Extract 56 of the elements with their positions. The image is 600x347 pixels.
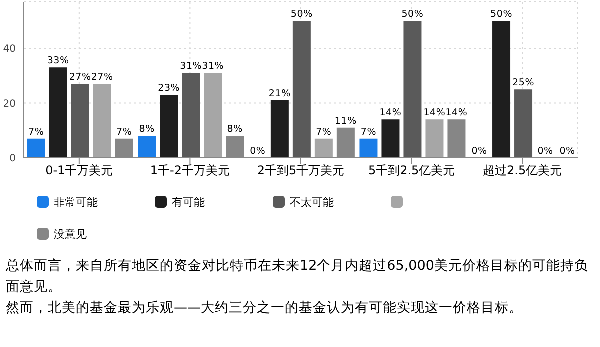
data-label: 8% xyxy=(227,124,243,136)
data-label: 0% xyxy=(538,146,554,157)
data-label: 31% xyxy=(202,61,224,72)
bar xyxy=(182,73,200,158)
legend-label: 非常可能 xyxy=(54,194,98,210)
data-label: 33% xyxy=(47,56,70,67)
data-label: 27% xyxy=(69,72,92,84)
data-label: 0% xyxy=(472,146,488,157)
y-tick-label: 20 xyxy=(3,98,16,110)
bar xyxy=(204,73,222,158)
bar xyxy=(49,68,68,158)
x-tick-label: 2千到5千万美元 xyxy=(257,164,345,178)
legend-label: 没意见 xyxy=(54,226,87,242)
data-label: 7% xyxy=(316,126,332,138)
bar xyxy=(404,21,422,158)
data-label: 0% xyxy=(250,146,266,157)
y-tick-label: 0 xyxy=(10,154,16,165)
data-label: 14% xyxy=(380,108,402,119)
data-label: 50% xyxy=(490,9,513,20)
data-label: 27% xyxy=(91,72,114,84)
data-label: 8% xyxy=(139,124,155,136)
bar xyxy=(382,120,400,158)
legend-label: 不太可能 xyxy=(290,194,334,210)
y-tick-label: 40 xyxy=(3,44,16,56)
bar xyxy=(426,120,444,158)
x-tick-label: 1千-2千万美元 xyxy=(150,164,230,178)
bar xyxy=(27,138,46,158)
bar xyxy=(514,90,533,158)
data-label: 50% xyxy=(402,9,424,20)
bar xyxy=(93,84,112,158)
x-tick-label: 超过2.5亿美元 xyxy=(483,164,562,178)
bar xyxy=(492,21,511,158)
x-tick-label: 0-1千万美元 xyxy=(46,164,114,178)
bar xyxy=(160,95,178,158)
data-label: 7% xyxy=(116,126,132,138)
bar xyxy=(71,84,90,158)
data-label: 14% xyxy=(424,108,446,119)
data-label: 23% xyxy=(158,83,180,94)
data-label: 7% xyxy=(360,126,377,138)
bar xyxy=(360,138,378,158)
legend-label: 有可能 xyxy=(172,194,205,210)
data-label: 11% xyxy=(334,116,357,127)
data-label: 0% xyxy=(560,146,576,157)
data-label: 25% xyxy=(512,78,535,89)
text: 然而，北美的基金最为乐观——大约三分之一的基金认为有可能实现这一价格目标。 xyxy=(6,299,524,318)
bar xyxy=(138,136,156,158)
bar xyxy=(292,21,311,158)
data-label: 7% xyxy=(28,126,44,138)
x-tick-label: 5千到2.5亿美元 xyxy=(368,164,456,178)
bar xyxy=(270,100,289,158)
data-label: 21% xyxy=(268,88,291,100)
text: 总体而言，来自所有地区的资金对比特币在未来12个月内超过65,000美元价格目标的可能持负面意见。 xyxy=(6,257,590,297)
data-label: 50% xyxy=(290,9,313,20)
bar xyxy=(314,138,333,158)
data-label: 14% xyxy=(446,108,468,119)
data-label: 31% xyxy=(180,61,202,72)
